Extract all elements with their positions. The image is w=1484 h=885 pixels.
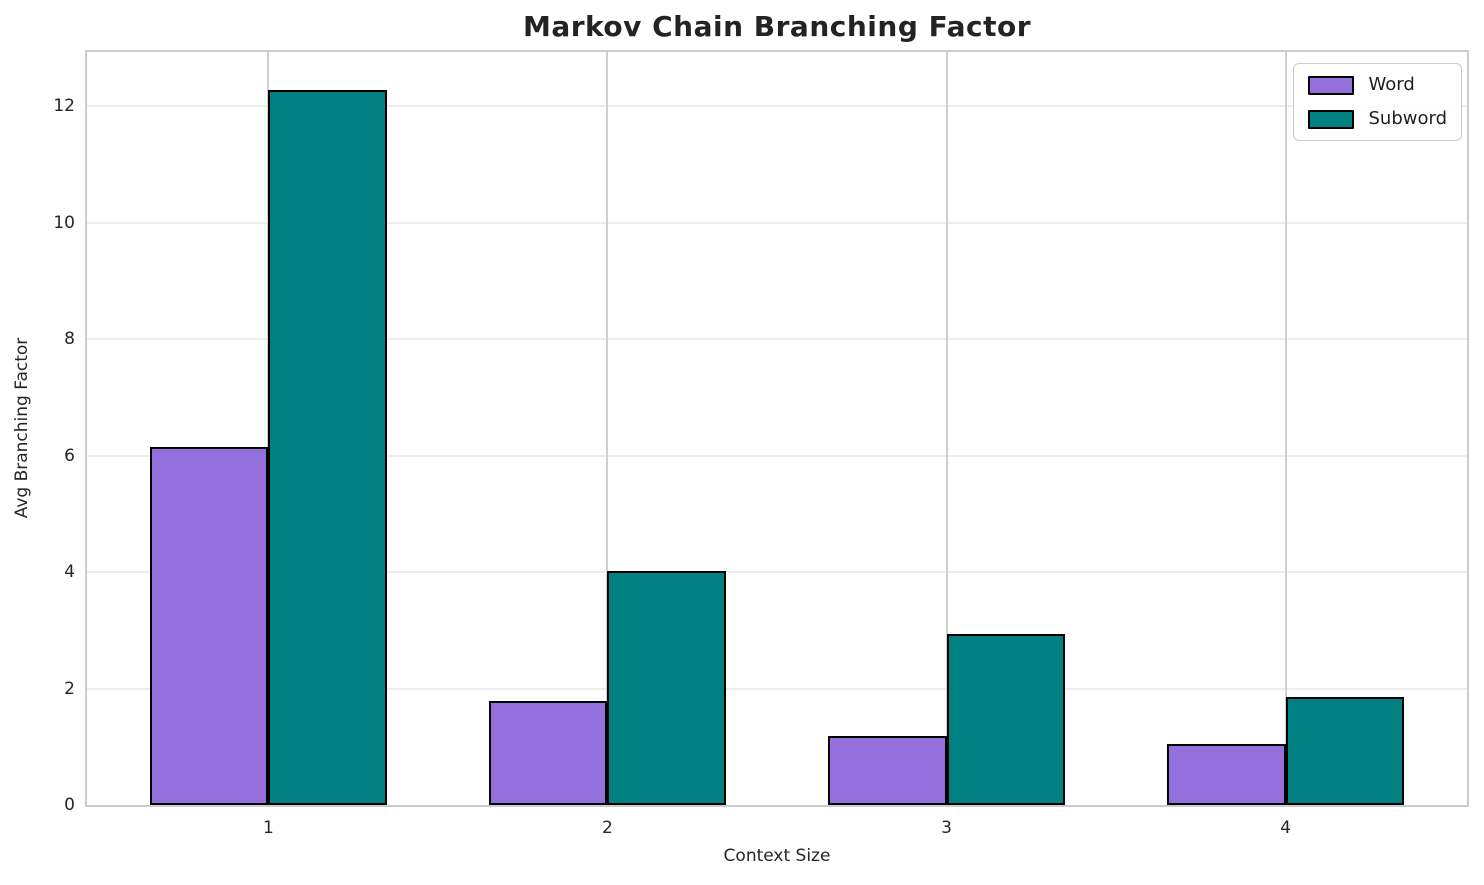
legend-label-subword: Subword — [1368, 108, 1447, 129]
ytick-label-12: 12 — [53, 96, 75, 117]
y-axis-label: Avg Branching Factor — [12, 337, 32, 519]
chart-title: Markov Chain Branching Factor — [522, 10, 1032, 43]
ytick-label-2: 2 — [64, 678, 75, 699]
xtick-label-4: 4 — [1280, 818, 1291, 838]
gridline-y-2 — [87, 687, 1467, 690]
bar-subword-context-4 — [1285, 696, 1405, 805]
legend-swatch-word — [1308, 75, 1355, 95]
ytick-label-8: 8 — [64, 329, 75, 350]
gridline-y-12 — [87, 105, 1467, 108]
ytick-label-0: 0 — [64, 795, 75, 815]
gridline-x-2 — [606, 52, 609, 805]
bar-subword-context-3 — [946, 633, 1066, 805]
bar-word-context-2 — [488, 701, 608, 805]
x-axis-label: Context Size — [723, 846, 831, 866]
xtick-label-1: 1 — [262, 818, 274, 838]
bar-subword-context-2 — [607, 570, 727, 805]
legend-item-word: Word — [1308, 73, 1447, 97]
legend-swatch-subword — [1308, 109, 1355, 129]
gridline-y-10 — [87, 221, 1467, 224]
legend-item-subword: Subword — [1308, 107, 1447, 131]
xtick-label-2: 2 — [602, 818, 613, 838]
xtick-label-3: 3 — [941, 818, 952, 838]
gridline-y-4 — [87, 571, 1467, 574]
ytick-label-10: 10 — [53, 212, 75, 233]
gridline-y-6 — [87, 454, 1467, 457]
gridline-x-3 — [945, 52, 948, 805]
gridline-x-4 — [1284, 52, 1287, 805]
legend: Word Subword — [1293, 63, 1462, 141]
legend-label-word: Word — [1368, 74, 1415, 95]
bar-word-context-3 — [827, 736, 947, 805]
ytick-label-4: 4 — [64, 562, 75, 583]
bar-subword-context-1 — [268, 89, 388, 805]
gridline-y-8 — [87, 338, 1467, 341]
plot-area: Word Subword — [85, 50, 1469, 807]
bar-word-context-4 — [1166, 744, 1286, 805]
ytick-label-6: 6 — [64, 445, 75, 466]
bar-word-context-1 — [149, 446, 269, 805]
